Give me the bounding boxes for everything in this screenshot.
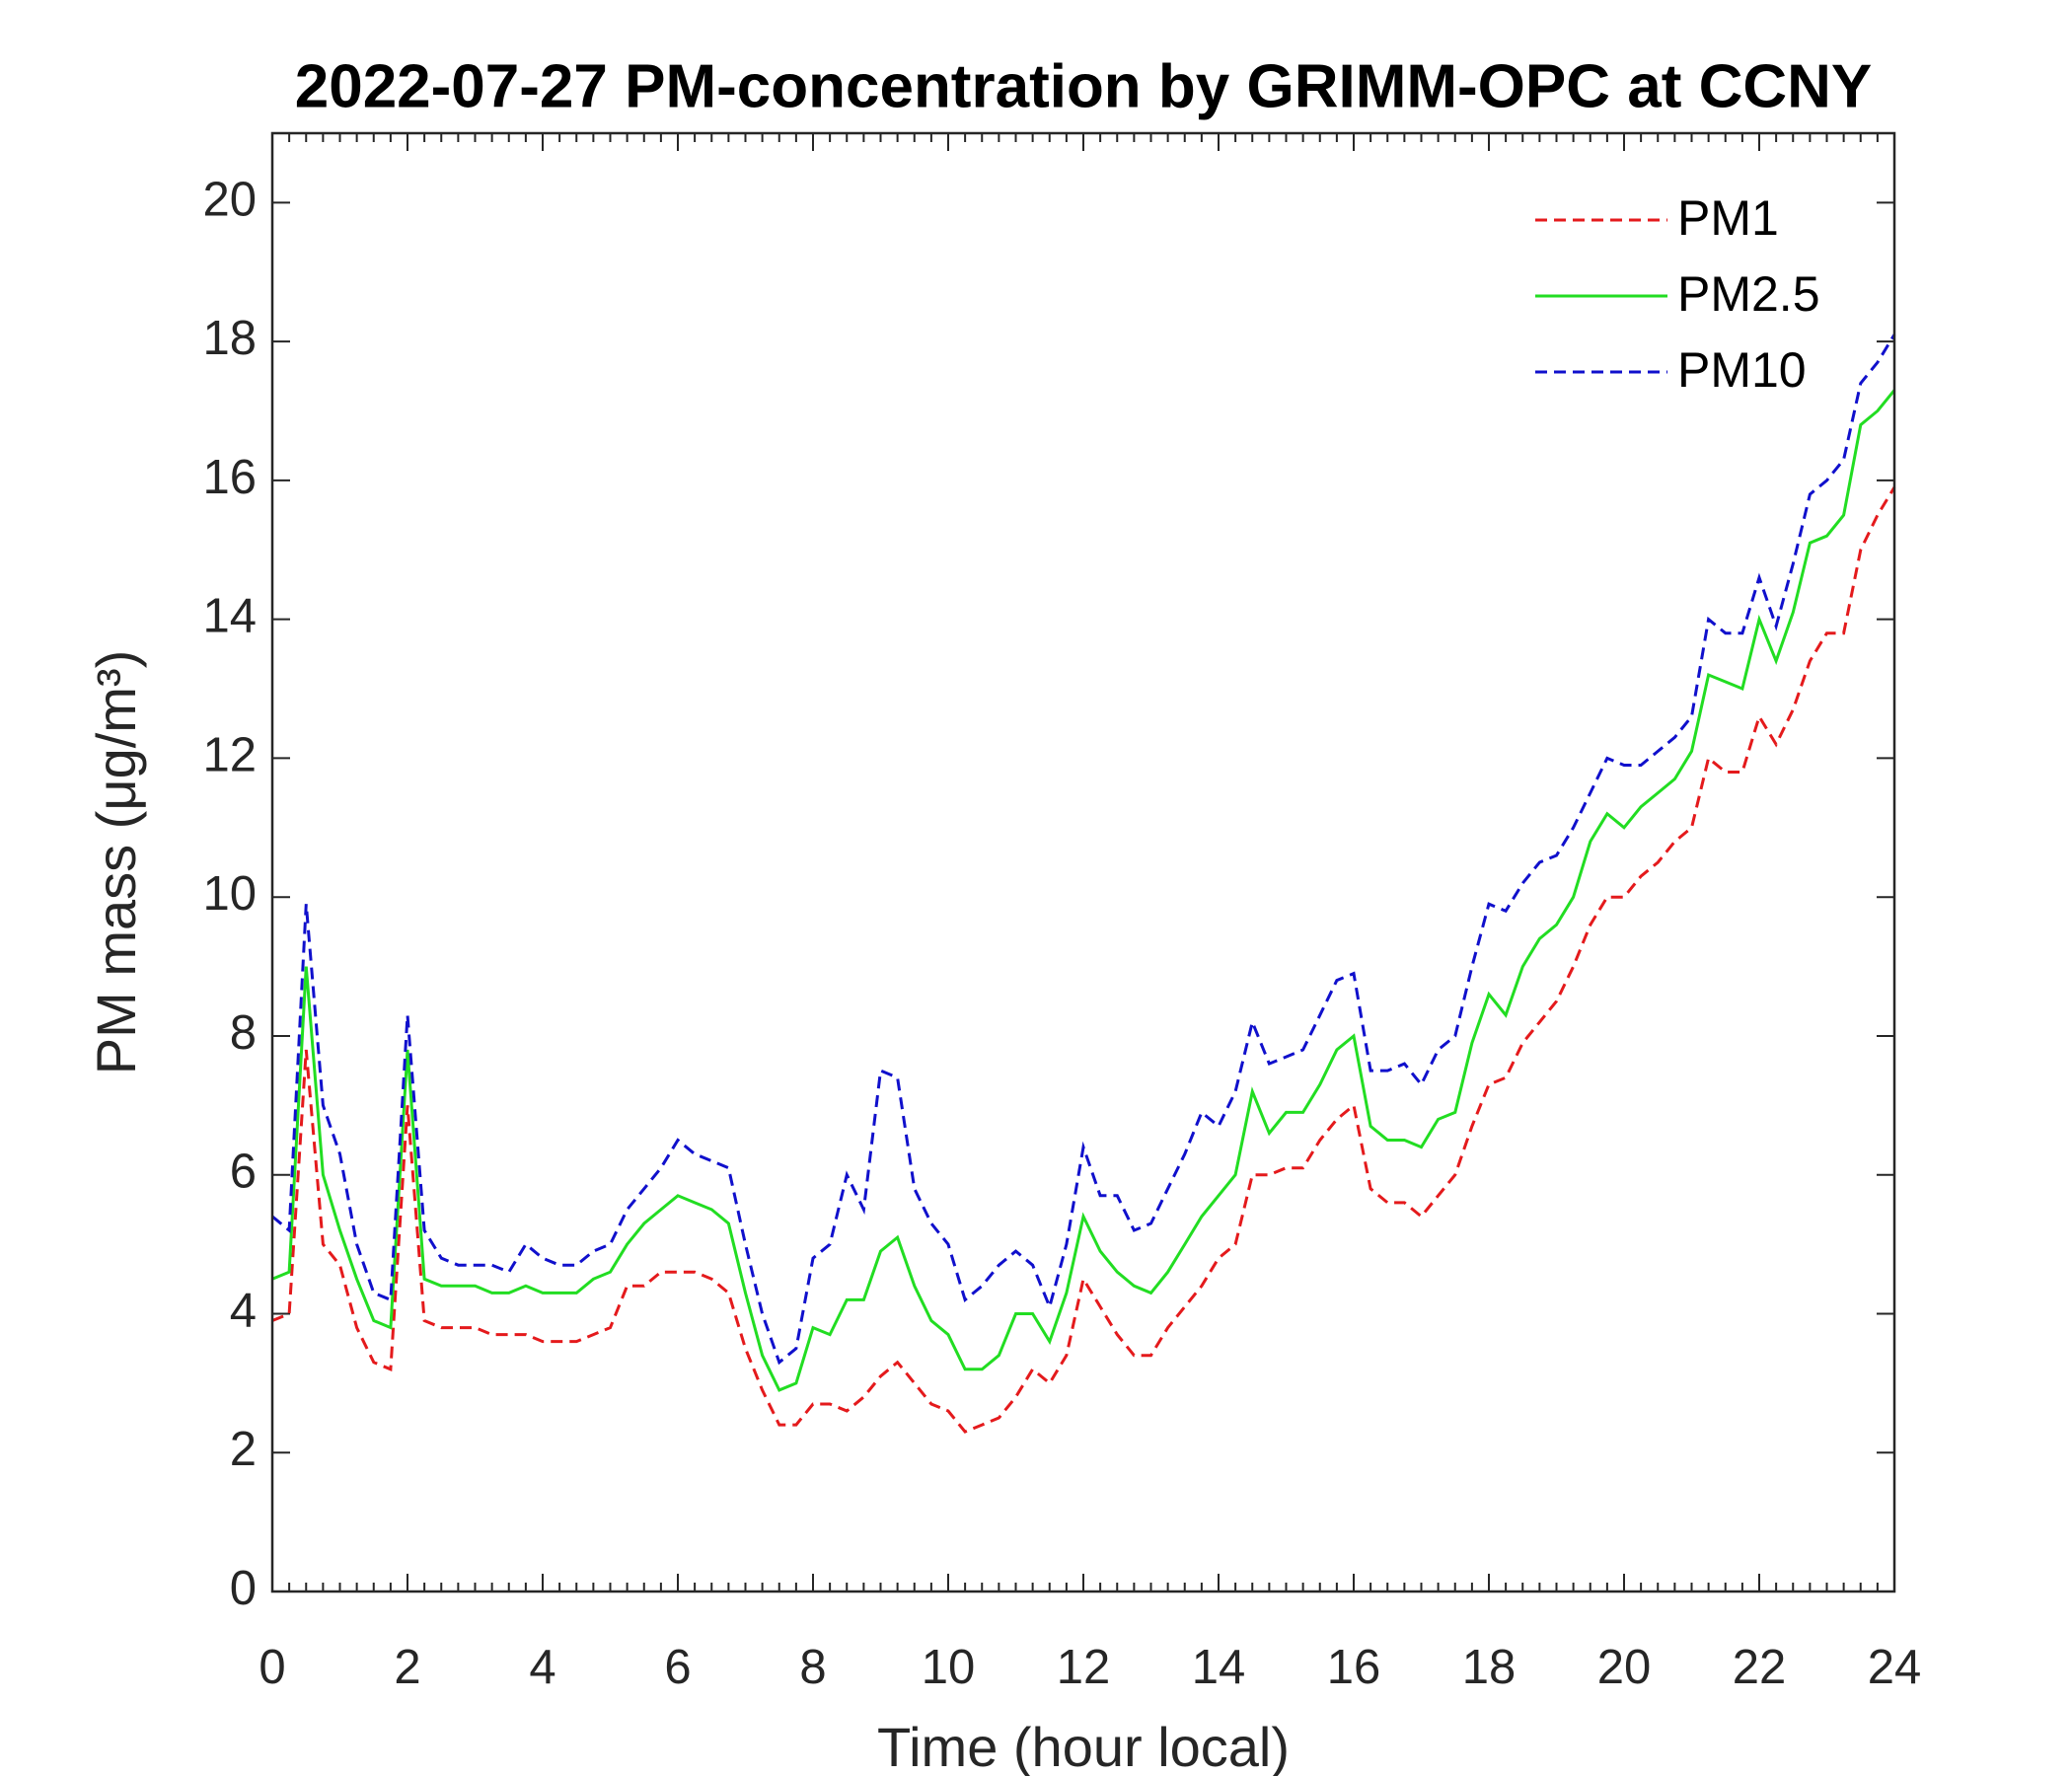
x-tick-label: 0: [259, 1641, 285, 1694]
y-tick-label: 10: [202, 867, 257, 921]
y-tick-label: 4: [230, 1284, 257, 1337]
legend-label: PM2.5: [1677, 266, 1820, 322]
y-tick-label: 12: [202, 728, 257, 781]
data-line: [271, 389, 1896, 1392]
plot-frame: [270, 131, 1896, 1593]
chart-title: 2022-07-27 PM-concentration by GRIMM-OPC…: [295, 52, 1873, 120]
y-tick-label: 20: [202, 173, 257, 226]
y-tick-label: 8: [230, 1006, 257, 1060]
y-tick-label: 6: [230, 1146, 257, 1199]
x-tick-label: 6: [664, 1641, 691, 1694]
x-tick-label: 10: [922, 1641, 976, 1694]
y-tick-label: 18: [202, 312, 257, 365]
y-tick-label: 2: [230, 1423, 257, 1476]
x-tick-label: 8: [799, 1641, 826, 1694]
x-tick-label: 12: [1057, 1641, 1111, 1694]
x-tick-label: 4: [529, 1641, 555, 1694]
legend-label: PM1: [1677, 190, 1779, 246]
legend-label: PM10: [1677, 342, 1807, 398]
x-tick-label: 16: [1327, 1641, 1381, 1694]
x-axis-label: Time (hour local): [877, 1716, 1290, 1776]
x-tick-label: 14: [1192, 1641, 1246, 1694]
data-line: [271, 486, 1896, 1434]
x-tick-label: 22: [1733, 1641, 1787, 1694]
y-axis-label: PM mass (μg/m³): [85, 650, 147, 1074]
y-tick-label: 16: [202, 451, 257, 504]
data-line: [271, 333, 1896, 1366]
y-tick-label: 0: [230, 1562, 257, 1615]
x-tick-label: 2: [394, 1641, 420, 1694]
y-tick-label: 14: [202, 590, 257, 643]
x-tick-label: 24: [1868, 1641, 1922, 1694]
x-tick-label: 20: [1597, 1641, 1652, 1694]
x-tick-label: 18: [1462, 1641, 1517, 1694]
